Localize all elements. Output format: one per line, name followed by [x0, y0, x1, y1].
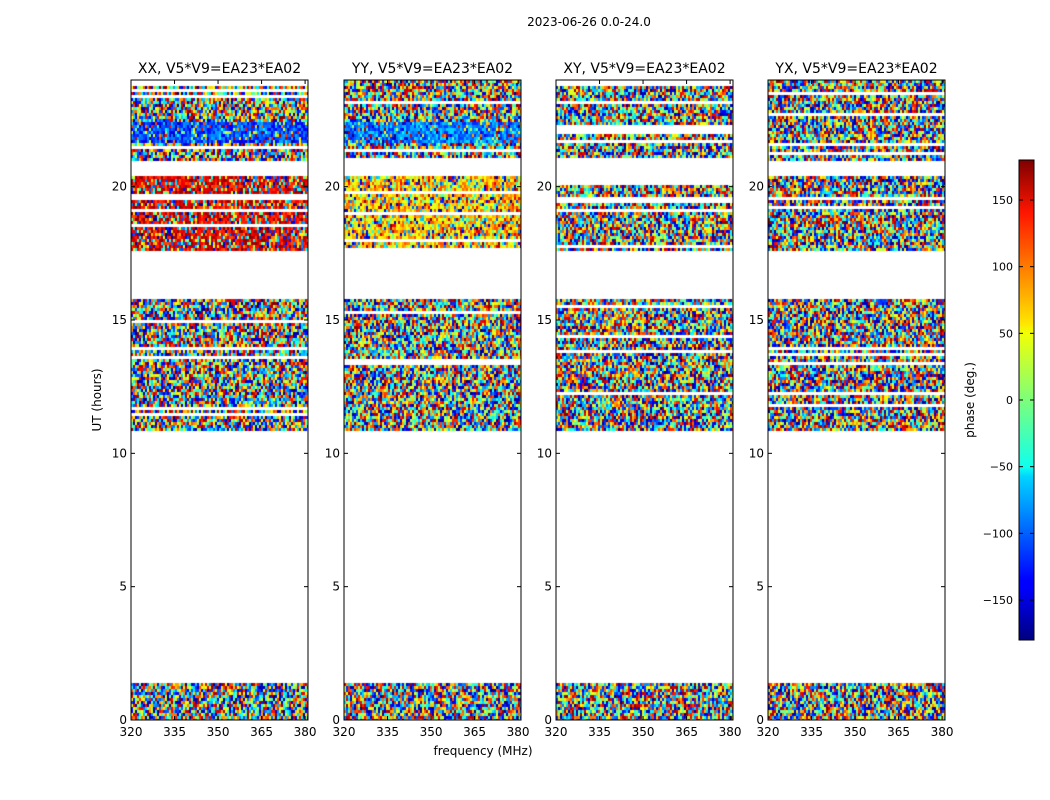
x-tick-label: 320 [120, 725, 143, 739]
y-tick-label: 20 [325, 180, 340, 194]
panel-frame [130, 79, 309, 721]
x-tick-label: 365 [463, 725, 486, 739]
y-tick-label: 5 [756, 580, 764, 594]
y-tick-label: 5 [119, 580, 127, 594]
colorbar-tick-label: 150 [992, 194, 1013, 207]
y-tick-label: 5 [332, 580, 340, 594]
y-axis-label: UT (hours) [90, 368, 104, 431]
colorbar-tick-label: 50 [999, 327, 1013, 340]
panel-title: XY, V5*V9=EA23*EA02 [563, 61, 725, 77]
y-tick-label: 10 [112, 446, 127, 460]
x-tick-label: 350 [844, 725, 867, 739]
heatmap-image [768, 80, 945, 720]
x-tick-label: 380 [507, 725, 530, 739]
figure-suptitle: 2023-06-26 0.0-24.0 [527, 15, 651, 29]
y-tick-label: 20 [749, 180, 764, 194]
x-tick-label: 320 [333, 725, 356, 739]
y-tick-label: 0 [544, 713, 552, 727]
x-tick-label: 320 [545, 725, 568, 739]
x-axis-label: frequency (MHz) [433, 744, 532, 758]
y-tick-label: 15 [749, 313, 764, 327]
y-tick-label: 0 [332, 713, 340, 727]
panel-xy: XY, V5*V9=EA23*EA02 320 335 350 365 380 0 5 10 15… [537, 61, 742, 739]
colorbar: 150 100 50 0 −50 −100 −150 phase (deg.) [963, 159, 1035, 641]
x-tick-label: 350 [420, 725, 443, 739]
panel-title: YX, V5*V9=EA23*EA02 [774, 61, 937, 77]
x-tick-label: 320 [757, 725, 780, 739]
colorbar-tick-label: 100 [992, 261, 1013, 274]
y-tick-label: 20 [112, 180, 127, 194]
x-tick-label: 335 [800, 725, 823, 739]
y-tick-label: 5 [544, 580, 552, 594]
heatmap-image [344, 80, 521, 720]
panel-yy: YY, V5*V9=EA23*EA02 320 335 350 365 380 0 5 10 15… [325, 61, 530, 739]
y-tick-label: 10 [537, 446, 552, 460]
x-tick-label: 335 [163, 725, 186, 739]
panel-title: XX, V5*V9=EA23*EA02 [138, 61, 301, 77]
x-tick-label: 380 [294, 725, 317, 739]
x-tick-label: 365 [887, 725, 910, 739]
panel-xx: XX, V5*V9=EA23*EA02 320 335 350 365 380 0 5 10 15… [112, 61, 317, 739]
y-tick-label: 15 [325, 313, 340, 327]
colorbar-ticks: 150 100 50 0 −50 −100 −150 [983, 194, 1034, 607]
heatmap-image [556, 80, 733, 720]
heatmap-image [131, 80, 308, 720]
colorbar-tick-label: −50 [990, 461, 1013, 474]
x-tick-label: 365 [675, 725, 698, 739]
x-tick-label: 380 [719, 725, 742, 739]
panel-frame [767, 79, 946, 721]
y-tick-label: 0 [756, 713, 764, 727]
panel-title: YY, V5*V9=EA23*EA02 [351, 61, 513, 77]
y-tick-label: 10 [325, 446, 340, 460]
y-tick-label: 10 [749, 446, 764, 460]
colorbar-tick-label: −100 [983, 527, 1013, 540]
x-tick-label: 335 [376, 725, 399, 739]
x-tick-label: 335 [588, 725, 611, 739]
y-tick-label: 15 [537, 313, 552, 327]
y-tick-label: 0 [119, 713, 127, 727]
colorbar-tick-label: 0 [1006, 394, 1013, 407]
panel-frame [555, 79, 734, 721]
panel-frame [343, 79, 522, 721]
y-tick-label: 15 [112, 313, 127, 327]
x-tick-label: 350 [632, 725, 655, 739]
colorbar-label: phase (deg.) [963, 362, 977, 438]
x-tick-label: 350 [207, 725, 230, 739]
y-tick-label: 20 [537, 180, 552, 194]
colorbar-tick-label: −150 [983, 594, 1013, 607]
panel-yx: YX, V5*V9=EA23*EA02 320 335 350 365 380 0 5 10 15… [749, 61, 954, 739]
x-tick-label: 365 [250, 725, 273, 739]
x-tick-label: 380 [931, 725, 954, 739]
